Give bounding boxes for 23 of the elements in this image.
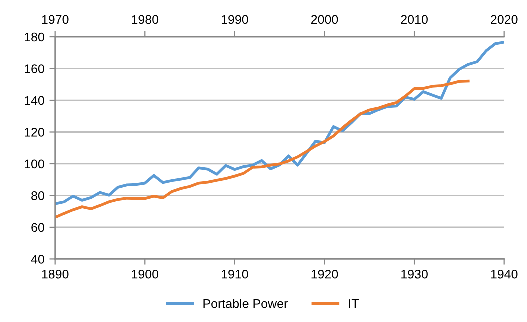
y-tick-label: 40 — [31, 255, 44, 264]
x-tick-label: 1930 — [402, 270, 428, 279]
legend-label: IT — [349, 300, 359, 308]
y-tick-label: 180 — [25, 32, 44, 42]
x-tick-label: 1900 — [132, 270, 159, 279]
y-tick-label: 80 — [32, 192, 44, 200]
y-tick-label: 60 — [32, 223, 44, 232]
x2-tick-label: 1980 — [132, 15, 159, 24]
x2-tick-label: 1970 — [42, 15, 69, 24]
x2-tick-label: 2000 — [311, 15, 338, 24]
line-series — [55, 41, 504, 206]
x-tick-label: 1940 — [491, 270, 518, 279]
legend-label: Portable Power — [204, 299, 288, 308]
y-tick-label: 120 — [25, 128, 44, 137]
y-tick-label: 160 — [25, 64, 44, 74]
x2-tick-label: 1990 — [222, 15, 248, 24]
y-tick-label: 100 — [25, 160, 44, 169]
x2-tick-label: 2020 — [491, 15, 518, 24]
x-tick-label: 1910 — [222, 270, 248, 279]
x-tick-label: 1920 — [312, 270, 338, 279]
y-tick-label: 140 — [25, 96, 44, 106]
x2-tick-label: 2010 — [401, 15, 428, 24]
x-tick-label: 1890 — [42, 270, 69, 279]
